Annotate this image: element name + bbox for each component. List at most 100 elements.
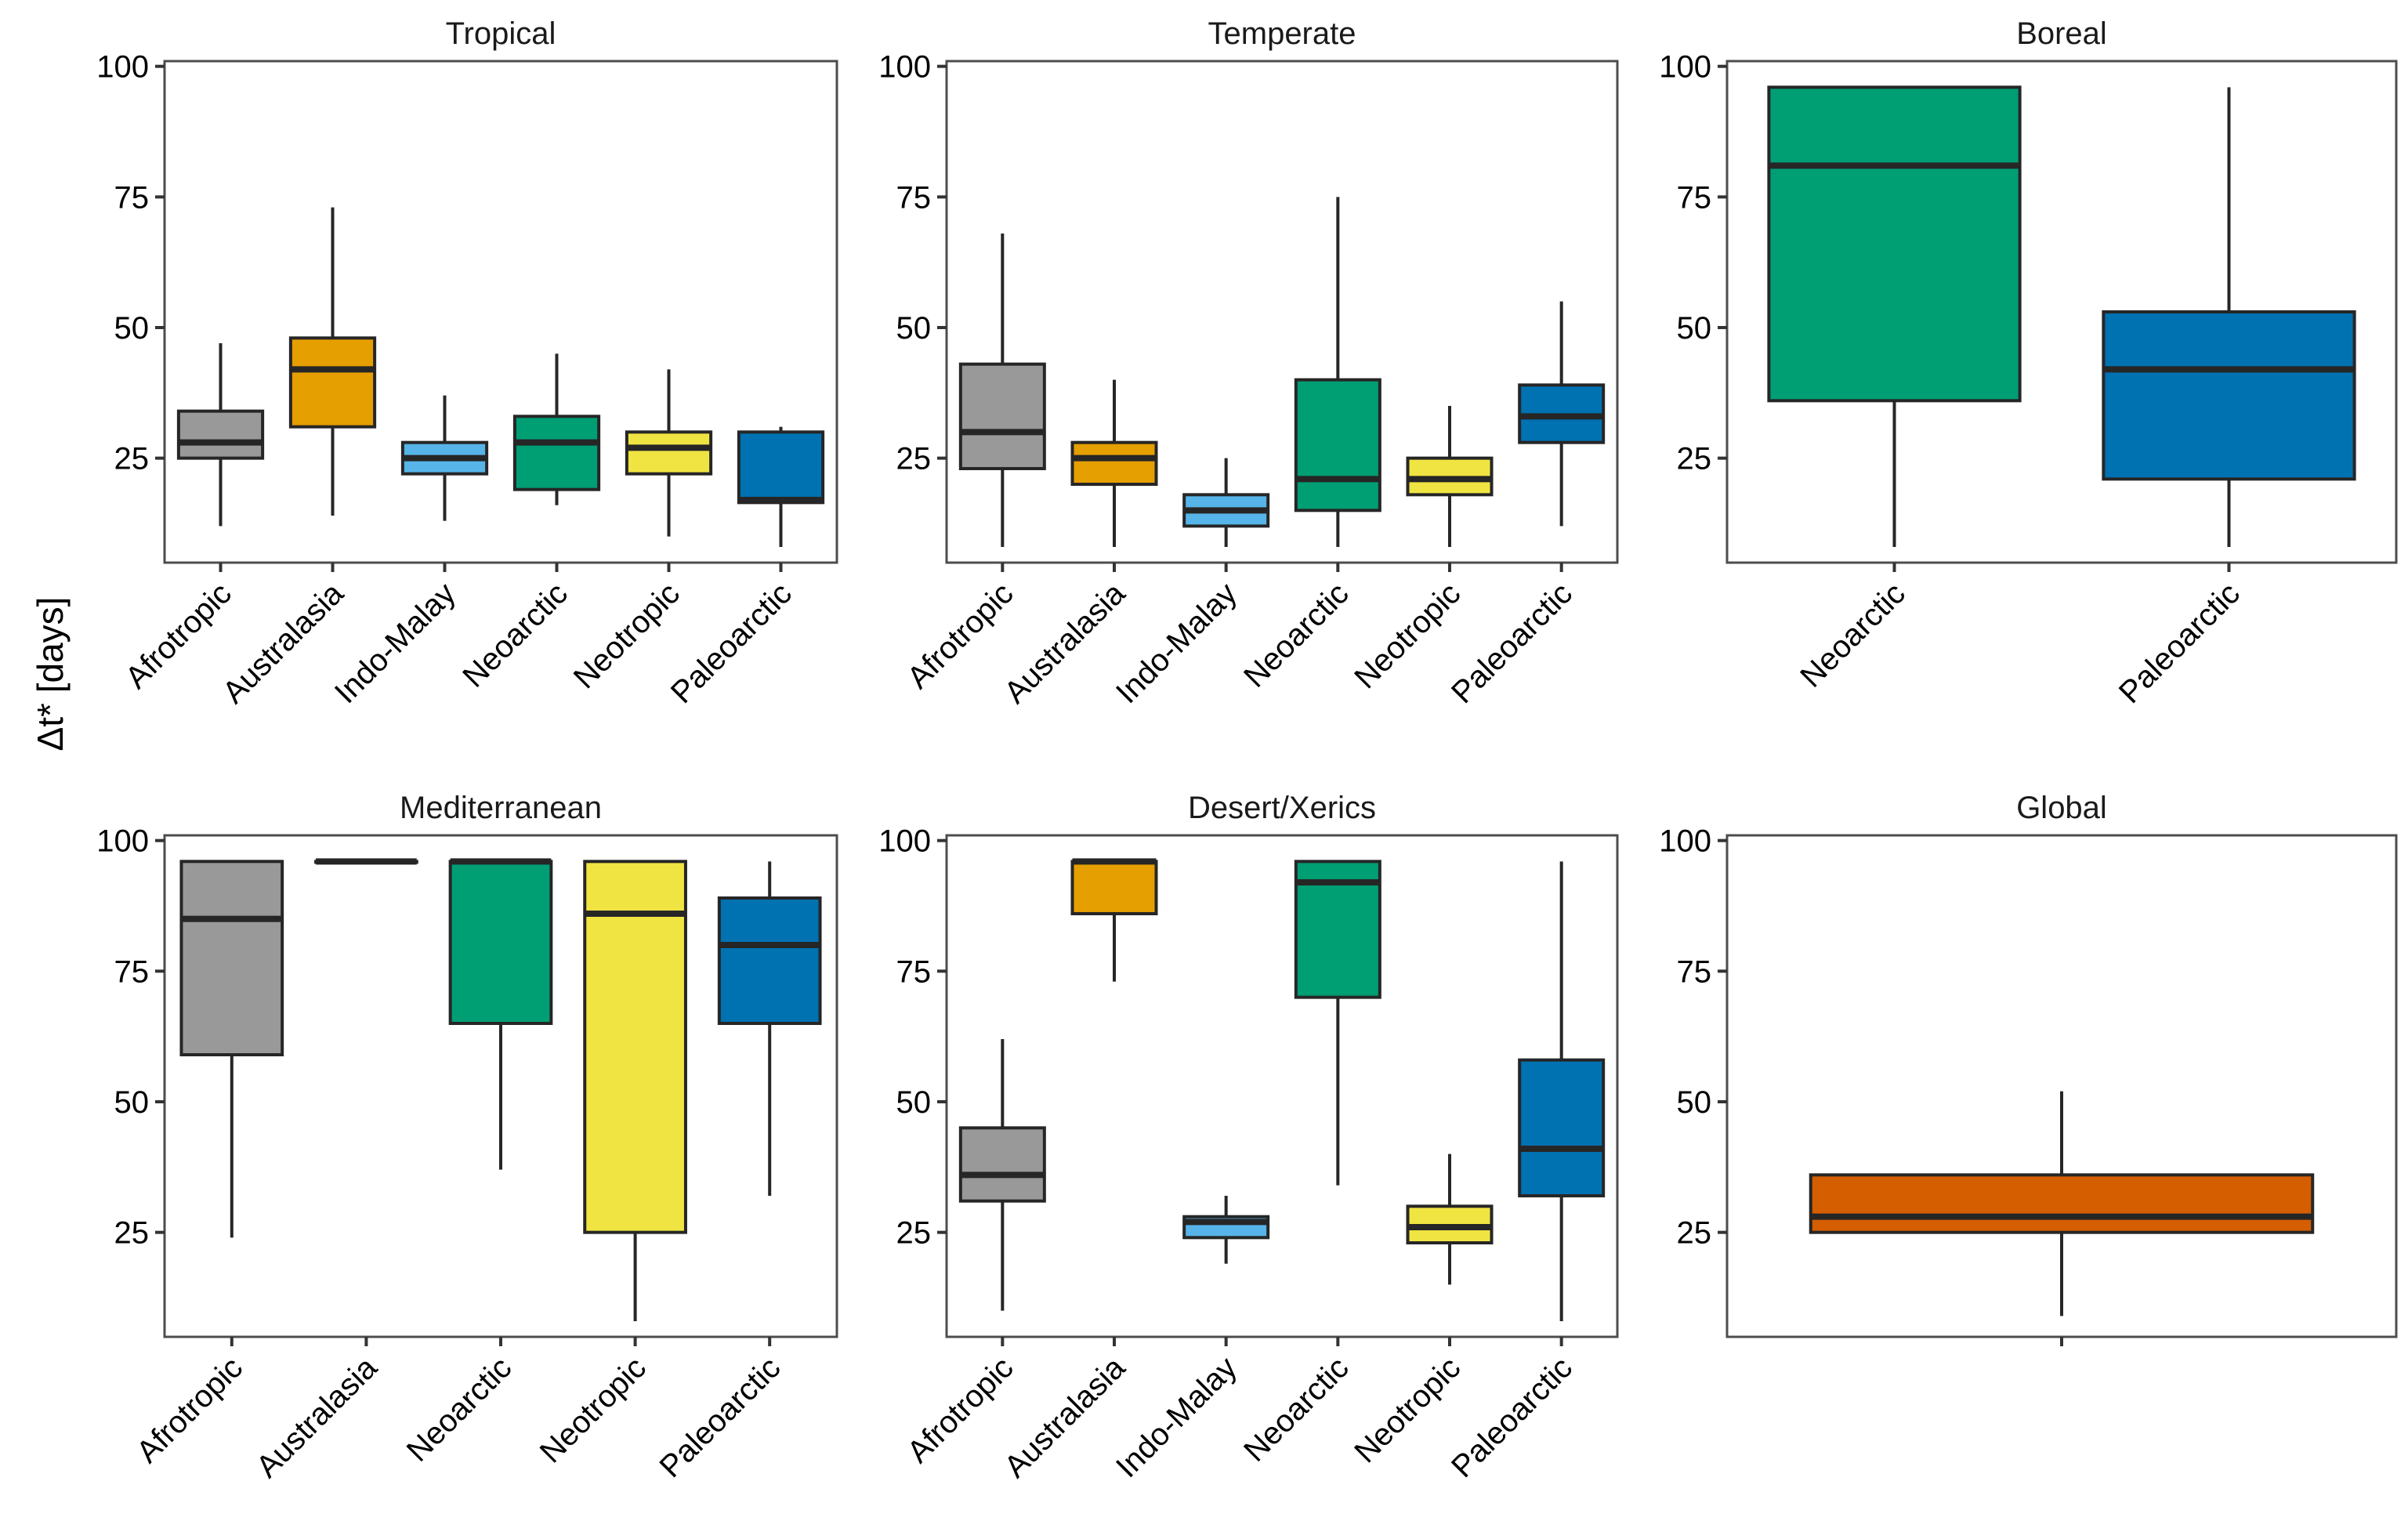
y-tick-label: 75 [896,954,932,989]
facet-panels: Tropical255075100AfrotropicAustralasiaIn… [96,16,2398,1485]
x-tick-label-neoarctic: Neoarctic [400,1350,519,1468]
box-desert-xerics-paleoarctic [1518,861,1606,1321]
box-mediterranean-neotropic [583,860,687,1321]
y-tick-label: 75 [1677,954,1712,989]
box-temperate-afrotropic [958,234,1046,547]
y-tick-label: 100 [878,824,931,859]
x-tick-label-australasia: Australasia [998,1350,1132,1485]
iqr-box [1070,440,1158,487]
x-tick-label-australasia: Australasia [250,1350,385,1485]
iqr-box [448,860,553,1026]
box-boreal-neoarctic [1767,85,2022,547]
iqr-box [717,896,822,1025]
x-tick-label-paleoarctic: Paleoarctic [1445,576,1579,710]
panel-title-mediterranean: Mediterranean [400,791,602,825]
x-tick-label-neoarctic: Neoarctic [1237,1350,1356,1468]
y-axis-label: Δt* [days] [30,597,71,751]
box-mediterranean-australasia [314,858,418,865]
box-desert-xerics-neoarctic [1294,860,1381,1186]
y-tick-label: 75 [1677,180,1712,215]
x-tick-label-afrotropic: Afrotropic [130,1350,249,1469]
y-tick-label: 75 [114,954,150,989]
iqr-box [1767,85,2022,403]
panel-border [945,834,1619,1338]
y-tick-label: 100 [96,824,149,859]
box-tropical-neotropic [625,369,713,537]
box-mediterranean-neoarctic [448,858,553,1170]
x-tick-label-australasia: Australasia [216,576,351,711]
panel-border [1725,60,2398,564]
panel-temperate: Temperate 25 50 75 100 AfrotropicAustralasiaI… [878,16,1619,711]
panel-title-tropical: Tropical [446,16,556,51]
x-tick-label-neoarctic: Neoarctic [456,576,574,694]
y-tick-label: 50 [896,311,932,346]
y-tick-label: 50 [896,1085,932,1120]
y-tick-label: 100 [1659,824,1711,859]
box-temperate-paleoarctic [1518,301,1606,527]
x-tick-label-paleoarctic: Paleoarctic [2113,576,2247,710]
panel-title-boreal: Boreal [2016,16,2107,51]
y-tick-label: 50 [114,1085,150,1120]
iqr-box [176,409,265,460]
panel-title-desert-xerics: Desert/Xerics [1188,791,1376,825]
box-desert-xerics-neotropic [1406,1153,1494,1285]
box-tropical-afrotropic [176,343,265,527]
y-tick-label: 25 [114,1216,150,1251]
x-tick-label-indo-malay: Indo-Malay [1110,576,1244,710]
iqr-box [179,860,284,1057]
box-tropical-neoarctic [512,353,601,505]
x-tick-label-australasia: Australasia [998,576,1132,711]
x-tick-label-afrotropic: Afrotropic [901,576,1020,695]
y-tick-label: 25 [114,442,150,476]
iqr-box [1809,1173,2315,1234]
panel-border [945,60,1619,564]
x-tick-label-neoarctic: Neoarctic [1237,576,1356,694]
x-tick-label-neoarctic: Neoarctic [1794,576,1912,694]
y-tick-label: 50 [1677,311,1712,346]
iqr-box [1294,378,1381,512]
x-tick-label-afrotropic: Afrotropic [901,1350,1020,1469]
box-tropical-indo-malay [400,395,489,521]
y-tick-label: 100 [878,50,931,85]
iqr-box [583,860,687,1234]
x-tick-label-paleoarctic: Paleoarctic [1445,1350,1579,1484]
box-tropical-australasia [288,207,377,516]
y-tick-label: 50 [114,311,150,346]
box-temperate-neotropic [1406,406,1494,547]
panel-desert-xerics: Desert/Xerics 25 50 75 100 AfrotropicAustrala… [878,791,1619,1485]
box-desert-xerics-australasia [1070,858,1158,982]
box-temperate-indo-malay [1182,458,1270,547]
y-tick-label: 25 [896,1216,932,1251]
y-tick-label: 25 [1677,1216,1712,1251]
panel-title-global: Global [2016,791,2107,825]
panel-boreal: Boreal 25 50 75 100 Neoarctic Paleoarctic [1659,16,2398,710]
y-tick-label: 25 [896,442,932,476]
iqr-box [2102,310,2356,481]
iqr-box [958,362,1046,470]
box-boreal-paleoarctic [2102,87,2356,547]
iqr-box [625,430,713,476]
y-tick-label: 75 [114,180,150,215]
iqr-box [1518,1058,1606,1197]
iqr-box [958,1126,1046,1203]
x-tick-label-neotropic: Neotropic [1348,1350,1467,1469]
x-tick-label-indo-malay: Indo-Malay [328,576,462,710]
box-temperate-australasia [1070,379,1158,547]
y-tick-label: 100 [1659,50,1711,85]
y-tick-label: 25 [1677,442,1712,476]
iqr-box [288,336,377,429]
y-tick-label: 50 [1677,1085,1712,1120]
x-tick-label-paleoarctic: Paleoarctic [654,1350,788,1484]
panel-border [163,60,838,564]
iqr-box [1070,860,1158,916]
panel-mediterranean: Mediterranean 25 50 75 100 Afrotropic Australa… [96,791,838,1485]
iqr-box [737,430,825,505]
x-tick-label-afrotropic: Afrotropic [119,576,238,695]
box-desert-xerics-afrotropic [958,1039,1046,1311]
iqr-box [512,415,601,491]
box-tropical-paleoarctic [737,426,825,547]
box-global-global [1809,1091,2315,1316]
panel-tropical: Tropical 25 50 75 100 AfrotropicAustralasiaIn… [96,16,838,711]
y-tick-label: 75 [896,180,932,215]
